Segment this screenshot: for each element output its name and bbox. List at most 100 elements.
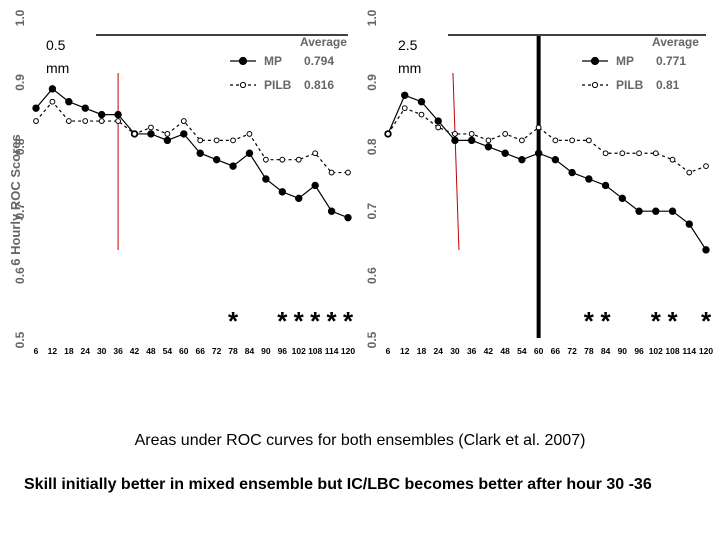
data-point-pilb [345,169,351,176]
significance-star: * [651,306,662,336]
panel-label-value: 2.5 [398,37,418,53]
x-tick-label: 6 [386,346,391,356]
x-tick-label: 6 [34,346,39,356]
data-point-pilb [262,156,269,163]
data-point-pilb [49,98,56,105]
x-tick-label: 42 [130,346,140,356]
legend-marker [591,81,599,89]
data-point-mp [295,194,303,203]
data-point-mp [114,110,122,119]
legend: Average MP 0.794 PILB 0.816 [230,35,347,92]
data-point-mp [48,85,57,93]
data-point-mp [685,220,693,228]
data-point-mp [32,104,40,112]
x-tick-label: 24 [433,346,443,356]
legend-title: Average [652,35,699,49]
data-point-mp [180,130,188,138]
data-point-mp [518,155,526,164]
x-tick-label: 12 [48,346,58,356]
x-tick-label: 36 [113,346,123,356]
data-point-pilb [418,111,425,118]
data-point-pilb [518,137,525,144]
data-point-pilb [82,118,89,124]
data-point-pilb [328,169,335,176]
legend-series-avg: 0.816 [304,78,334,92]
legend-series-name: MP [616,54,634,68]
y-tick-label: 0.6 [365,267,379,284]
x-tick-label: 108 [308,346,322,356]
chart-panel-2: 0.5 0.6 0.7 0.8 0.9 1.0 6 12 18 24 30 36 42 48 54 60 66 7… [365,9,713,356]
y-tick-label: 0.9 [365,74,379,91]
legend-series-name: PILB [264,78,292,92]
data-point-pilb [115,118,122,124]
data-point-mp [262,175,270,183]
x-tick-label: 114 [325,346,339,356]
data-point-mp [618,194,627,203]
y-tick-label: 1.0 [365,9,379,26]
data-point-mp [451,136,459,145]
data-point-pilb [148,124,154,131]
legend-series-avg: 0.81 [656,78,680,92]
data-point-mp [311,181,319,190]
data-point-pilb [131,131,138,137]
significance-star: * [310,306,321,336]
panel-label-value: 0.5 [46,37,66,53]
x-tick-label: 66 [195,346,205,356]
x-tick-label: 96 [634,346,644,356]
data-point-pilb [502,131,509,137]
significance-star: * [277,306,288,336]
x-tick-label: 48 [500,346,510,356]
data-point-pilb [180,118,187,124]
data-point-pilb [535,124,542,131]
significance-star: * [327,306,338,336]
x-tick-label: 108 [665,346,679,356]
x-tick-label: 24 [81,346,91,356]
x-tick-label: 18 [417,346,427,356]
data-point-pilb [552,137,559,144]
data-point-mp [668,207,677,215]
data-point-mp [467,136,476,145]
x-tick-label: 66 [551,346,561,356]
x-tick-label: 60 [179,346,189,356]
data-point-mp [434,117,442,125]
y-tick-label: 0.6 [13,267,27,284]
data-point-pilb [98,118,105,124]
data-point-mp [652,207,660,215]
data-point-mp [601,181,610,190]
significance-star: * [228,306,239,336]
data-point-pilb [619,150,626,157]
data-point-mp [534,149,543,157]
data-point-mp [702,246,710,254]
legend: Average MP 0.771 PILB 0.81 [582,35,699,92]
y-tick-label: 1.0 [13,9,27,26]
data-point-pilb [602,150,609,157]
data-point-mp [212,155,221,164]
x-tick-label: 90 [618,346,628,356]
data-point-mp [65,98,73,106]
data-point-mp [163,136,172,145]
significance-star: * [584,306,595,336]
data-point-pilb [401,105,408,112]
y-tick-label: 0.8 [13,138,27,155]
x-tick-label: 114 [682,346,696,356]
data-point-mp [484,143,493,151]
data-point-mp [344,213,352,222]
data-point-pilb [197,137,204,144]
data-point-pilb [703,163,709,170]
x-tick-label: 90 [261,346,271,356]
data-point-pilb [213,137,220,144]
data-point-mp [147,130,155,138]
data-point-pilb [468,131,475,137]
x-tick-label: 12 [400,346,410,356]
x-tick-label: 96 [278,346,288,356]
panel-label-unit: mm [46,60,69,76]
x-tick-label: 84 [245,346,255,356]
y-tick-label: 0.9 [13,74,27,91]
x-tick-label: 30 [97,346,107,356]
legend-marker [239,81,247,89]
data-point-pilb [435,124,442,131]
data-point-pilb [485,137,492,144]
data-point-pilb [585,137,592,144]
data-point-pilb [246,131,253,137]
